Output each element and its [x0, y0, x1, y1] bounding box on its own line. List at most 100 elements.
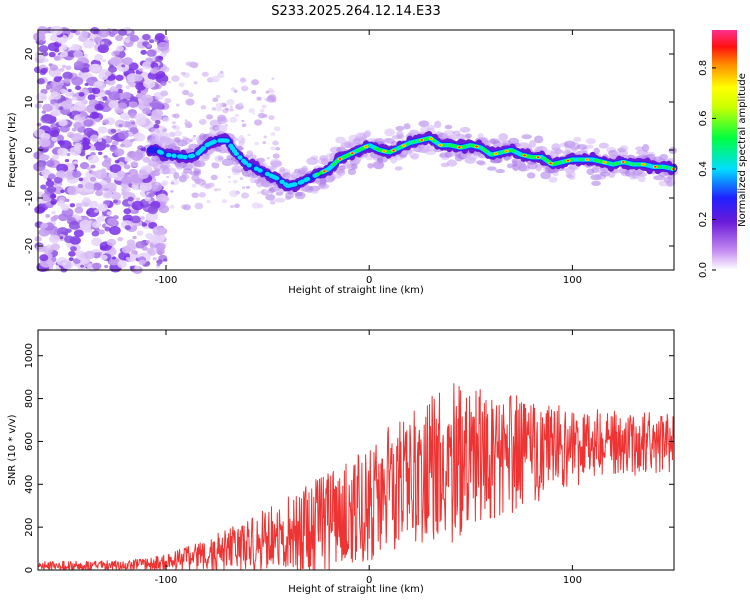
- noise-blob: [40, 222, 48, 229]
- ridge-halo: [202, 134, 210, 139]
- noise-blob: [217, 187, 222, 192]
- noise-blob: [170, 181, 175, 185]
- noise-blob: [270, 132, 276, 136]
- noise-blob: [75, 202, 83, 208]
- noise-blob: [59, 67, 65, 72]
- noise-blob: [45, 214, 51, 218]
- noise-blob: [35, 92, 47, 102]
- ridge-halo: [182, 163, 194, 171]
- noise-blob: [58, 119, 68, 127]
- noise-blob: [266, 156, 270, 160]
- noise-blob: [182, 89, 190, 96]
- snr-series-line: [37, 383, 675, 571]
- noise-blob: [256, 191, 261, 195]
- noise-blob: [133, 74, 143, 82]
- noise-blob: [91, 237, 103, 247]
- noise-blob: [168, 80, 172, 84]
- noise-blob: [43, 58, 49, 63]
- noise-blob: [108, 91, 120, 101]
- ridge-halo: [554, 149, 564, 154]
- noise-blob: [169, 204, 175, 209]
- ridge-peak-max: [505, 150, 508, 153]
- noise-blob: [71, 76, 84, 86]
- noise-blob: [131, 200, 144, 211]
- ridge-halo: [284, 195, 291, 201]
- ridge-core: [171, 153, 177, 158]
- noise-blob: [129, 112, 137, 119]
- noise-blob: [162, 116, 170, 123]
- noise-blob: [247, 133, 251, 137]
- noise-blob: [84, 182, 95, 190]
- noise-blob: [98, 229, 105, 235]
- ridge-halo: [617, 150, 628, 157]
- noise-blob: [154, 119, 161, 125]
- noise-blob: [238, 102, 244, 107]
- ridge-peak: [629, 162, 635, 166]
- noise-blob: [33, 162, 46, 172]
- ridge-halo: [367, 163, 374, 169]
- ridge-peak-max: [392, 149, 395, 152]
- noise-blob: [102, 59, 106, 63]
- ridge-halo: [637, 172, 648, 177]
- x-tick-label: 100: [563, 575, 582, 586]
- ridge-halo: [585, 138, 596, 145]
- noise-blob: [111, 256, 116, 260]
- noise-blob: [136, 230, 144, 236]
- noise-blob: [156, 70, 166, 78]
- noise-blob: [57, 147, 69, 157]
- y-tick-label: 1000: [24, 343, 35, 368]
- y-tick-label: 200: [24, 518, 35, 537]
- noise-blob: [77, 183, 84, 189]
- noise-blob: [87, 94, 96, 101]
- noise-blob: [88, 63, 101, 73]
- colorbar-tick-label: 0.6: [698, 110, 709, 126]
- noise-blob: [68, 257, 74, 262]
- noise-blob: [157, 41, 170, 52]
- noise-blob: [248, 108, 255, 113]
- noise-blob: [60, 204, 70, 211]
- noise-blob: [78, 92, 85, 97]
- ridge-halo: [364, 129, 372, 137]
- noise-blob: [262, 141, 267, 144]
- ridge-halo: [394, 166, 403, 171]
- ridge-peak-max: [621, 161, 625, 163]
- ridge-peak: [657, 165, 663, 169]
- noise-blob: [146, 247, 155, 254]
- noise-blob: [89, 111, 100, 119]
- noise-blob: [229, 116, 238, 123]
- noise-blob: [191, 192, 199, 199]
- noise-blob: [71, 127, 77, 132]
- ridge-core: [246, 163, 252, 168]
- ridge-halo: [268, 187, 275, 194]
- noise-blob: [162, 128, 167, 133]
- noise-blob: [87, 154, 100, 164]
- ridge-halo: [173, 171, 180, 180]
- noise-blob: [184, 120, 191, 126]
- noise-blob: [125, 256, 131, 261]
- noise-blob: [94, 209, 99, 213]
- ridge-core: [224, 138, 230, 143]
- ridge-halo: [165, 167, 177, 175]
- noise-blob: [154, 33, 165, 41]
- noise-blob: [40, 88, 48, 95]
- noise-blob: [79, 151, 86, 157]
- noise-blob: [60, 51, 69, 58]
- noise-blob: [198, 192, 206, 198]
- noise-blob: [240, 85, 249, 92]
- noise-blob: [53, 55, 61, 61]
- noise-blob: [272, 153, 280, 159]
- ridge-halo: [484, 140, 491, 148]
- noise-blob: [49, 69, 61, 78]
- noise-blob: [198, 118, 207, 125]
- noise-blob: [107, 217, 117, 225]
- noise-blob: [97, 138, 103, 142]
- noise-blob: [90, 27, 100, 35]
- noise-blob: [109, 257, 120, 266]
- noise-blob: [82, 259, 89, 264]
- ridge-halo: [150, 128, 161, 136]
- noise-blob: [33, 32, 46, 42]
- ridge-peak-max: [549, 162, 552, 165]
- noise-blob: [105, 144, 110, 148]
- noise-blob: [122, 57, 133, 66]
- ridge-halo: [274, 197, 286, 203]
